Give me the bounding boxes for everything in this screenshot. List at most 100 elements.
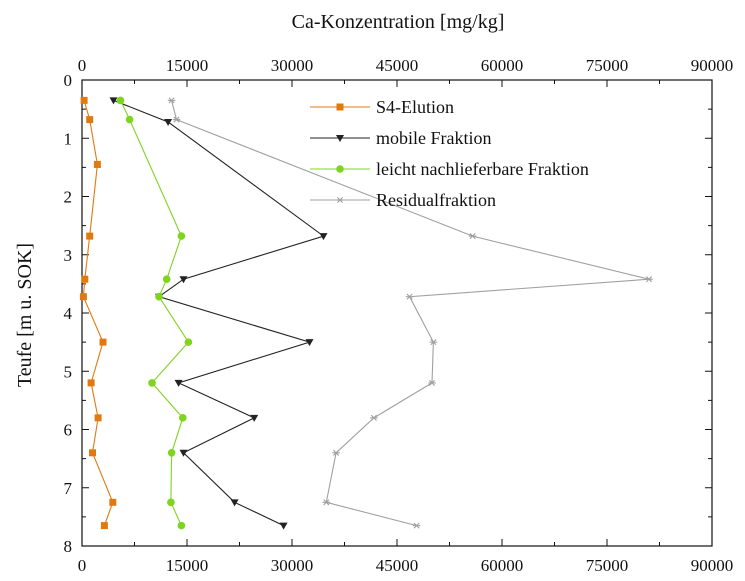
x-tick-label-bottom: 30000 [271,556,314,575]
y-tick-label: 2 [64,188,73,207]
data-point-leicht-nachlieferbare-fraktion [125,115,134,124]
x-tick-label-top: 60000 [481,56,524,75]
data-point-s4-elution [86,232,94,240]
data-point-residualfraktion [172,116,181,123]
data-point-leicht-nachlieferbare-fraktion [177,521,186,530]
data-point-s4-elution [109,498,117,506]
series-layer [79,96,653,530]
x-tick-label-top: 15000 [166,56,209,75]
data-point-mobile-fraktion [305,339,314,347]
marker-stroke [430,339,437,346]
legend-item-s4-elution: S4-Elution [310,97,454,117]
data-point-mobile-fraktion [279,522,288,530]
data-point-leicht-nachlieferbare-fraktion [177,232,186,240]
marker-stroke [336,196,344,204]
legend-item-residualfraktion: Residualfraktion [310,190,496,210]
marker-stroke [428,379,436,386]
legend-label: mobile Fraktion [376,128,492,148]
data-point-leicht-nachlieferbare-fraktion [179,414,187,422]
x-tick-label-bottom: 0 [78,556,87,575]
data-point-residualfraktion [167,97,176,104]
series-line-leicht-nachlieferbare-fraktion [120,100,190,526]
y-tick-label: 8 [64,537,73,556]
data-point-s4-elution [94,414,102,422]
axes: 0015000150003000030000450004500060000600… [64,56,734,575]
marker-stroke [370,414,377,421]
data-point-s4-elution [100,522,108,530]
series-leicht-nachlieferbare-fraktion [116,96,193,530]
data-point-leicht-nachlieferbare-fraktion [167,449,176,457]
legend: S4-Elution mobile Fraktion leicht nachlief… [310,97,589,210]
data-point-leicht-nachlieferbare-fraktion [116,96,125,105]
x-tick-label-bottom: 45000 [376,556,419,575]
data-point-leicht-nachlieferbare-fraktion [148,379,156,387]
y-tick-label: 7 [64,479,73,498]
data-point-residualfraktion [322,499,331,506]
marker-stroke [406,293,413,300]
data-point-mobile-fraktion [109,97,118,105]
legend-label: leicht nachlieferbare Fraktion [376,159,589,179]
x-tick-label-top: 45000 [376,56,419,75]
data-point-residualfraktion [429,339,438,346]
legend-item-leicht-nachlieferbare-fraktion: leicht nachlieferbare Fraktion [310,159,589,179]
y-tick-label: 3 [64,246,73,265]
data-point-s4-elution [99,338,107,346]
data-point-leicht-nachlieferbare-fraktion [167,498,175,507]
y-tick-label: 5 [64,362,73,381]
x-tick-label-bottom: 75000 [586,556,629,575]
y-tick-label: 4 [64,304,73,323]
legend-marker [336,196,344,204]
y-tick-label: 1 [64,129,73,148]
legend-marker [336,135,344,142]
data-point-leicht-nachlieferbare-fraktion [155,292,163,301]
data-point-s4-elution [86,116,94,124]
data-point-residualfraktion [405,293,414,300]
data-point-s4-elution [81,275,89,283]
legend-label: Residualfraktion [376,190,496,210]
y-axis-title: Teufe [m u. SOK] [14,243,36,387]
series-mobile-fraktion [109,97,328,530]
data-point-residualfraktion [332,449,340,456]
x-tick-label-top: 90000 [691,56,734,75]
legend-marker [336,103,344,111]
data-point-s4-elution [79,293,87,301]
data-point-mobile-fraktion [179,449,188,457]
y-tick-label: 6 [64,421,73,440]
marker-stroke [469,233,476,240]
data-point-leicht-nachlieferbare-fraktion [162,275,171,284]
marker-stroke [173,116,180,123]
x-tick-label-bottom: 60000 [481,556,524,575]
x-tick-label-bottom: 90000 [691,556,734,575]
series-s4-elution [79,96,117,530]
data-point-residualfraktion [412,522,421,529]
series-line-mobile-fraktion [113,99,325,527]
marker-stroke [645,276,653,283]
data-point-residualfraktion [370,414,378,421]
data-point-mobile-fraktion [230,499,239,507]
x-tick-label-top: 30000 [271,56,314,75]
data-point-mobile-fraktion [250,414,259,422]
marker-stroke [168,97,175,104]
legend-marker [336,165,344,173]
series-residualfraktion [167,97,653,529]
data-point-mobile-fraktion [164,118,173,126]
data-point-residualfraktion [428,379,436,386]
series-line-s4-elution [82,100,114,526]
marker-stroke [323,499,330,506]
data-point-mobile-fraktion [174,379,183,387]
data-point-s4-elution [93,160,101,168]
data-point-s4-elution [80,96,88,104]
x-tick-label-top: 0 [78,56,87,75]
data-point-leicht-nachlieferbare-fraktion [184,338,193,346]
x-axis-title: Ca-Konzentration [mg/kg] [292,11,505,33]
data-point-residualfraktion [645,276,653,283]
data-point-s4-elution [89,449,96,457]
marker-stroke [333,449,340,456]
marker-stroke [413,522,420,529]
y-tick-label: 0 [64,71,73,90]
x-tick-label-bottom: 15000 [166,556,209,575]
data-point-mobile-fraktion [179,276,188,284]
plot-frame [81,79,713,547]
legend-label: S4-Elution [376,97,454,117]
